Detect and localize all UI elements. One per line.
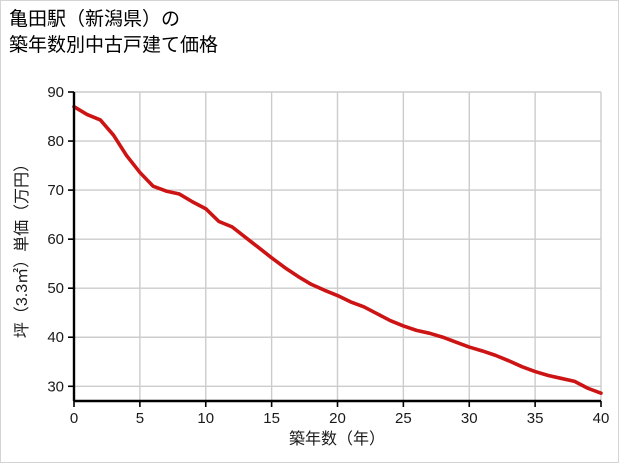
chart-title: 亀田駅（新潟県）の 築年数別中古戸建て価格 (9, 9, 219, 56)
y-tick-label: 30 (47, 378, 64, 395)
y-tick-label: 60 (47, 231, 64, 248)
x-tick-label: 25 (395, 410, 412, 427)
y-tick-labels-group: 30 40 50 60 70 80 90 (47, 84, 64, 395)
tick-marks-group (68, 91, 602, 407)
y-axis-title: 坪（3.3㎡）単価（万円） (13, 156, 31, 338)
x-tick-label: 40 (593, 410, 610, 427)
x-tick-label: 0 (70, 410, 78, 427)
x-tick-label: 30 (461, 410, 478, 427)
x-tick-label: 5 (136, 410, 144, 427)
x-tick-label: 35 (527, 410, 544, 427)
data-series-line (72, 104, 603, 395)
y-tick-label: 80 (47, 133, 64, 150)
x-tick-label: 15 (263, 410, 280, 427)
y-tick-label: 70 (47, 182, 64, 199)
x-axis-title: 築年数（年） (289, 430, 385, 448)
x-tick-label: 10 (197, 410, 214, 427)
x-tick-label: 20 (329, 410, 346, 427)
x-gridlines-group (139, 92, 602, 401)
y-tick-label: 50 (47, 280, 64, 297)
x-tick-labels-group: 0 5 10 15 20 25 30 35 40 (70, 410, 610, 427)
y-tick-label: 40 (47, 329, 64, 346)
y-tick-label: 90 (47, 84, 64, 101)
